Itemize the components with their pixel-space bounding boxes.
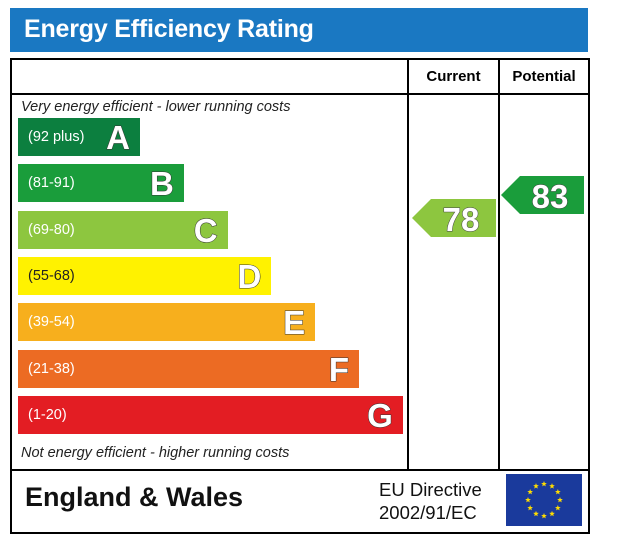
directive-line-2: 2002/91/EC	[379, 502, 477, 523]
title-bar: Energy Efficiency Rating	[10, 8, 588, 52]
band-range: (39-54)	[28, 314, 75, 331]
region-label: England & Wales	[25, 482, 244, 512]
band-letter: E	[283, 304, 306, 342]
current-rating-value: 78	[442, 201, 480, 239]
efficient-note: Very energy efficient - lower running co…	[21, 99, 291, 115]
band-range: (1-20)	[28, 406, 67, 423]
arrow-shape	[501, 176, 584, 214]
band-letter: D	[237, 257, 262, 295]
potential-rating-arrow: 83	[501, 176, 584, 216]
band-e: (39-54) E	[18, 303, 316, 342]
band-range: (55-68)	[28, 267, 75, 284]
footer-divider	[12, 469, 588, 471]
band-letter: C	[193, 211, 218, 249]
eu-star-icon	[557, 497, 563, 503]
band-f: (21-38) F	[18, 349, 359, 388]
header-divider	[12, 93, 588, 95]
band-range: (69-80)	[28, 221, 75, 238]
eu-star-icon	[533, 510, 539, 517]
band-letter: F	[328, 350, 349, 388]
current-column-header: Current	[426, 68, 481, 85]
band-c: (69-80) C	[18, 210, 228, 249]
potential-column-header: Potential	[512, 68, 576, 85]
page-title: Energy Efficiency Rating	[24, 15, 314, 43]
band-range: (81-91)	[28, 175, 75, 192]
eu-star-icon	[555, 489, 561, 495]
band-letter: A	[106, 119, 131, 157]
directive-line-1: EU Directive	[379, 479, 482, 500]
eu-flag-icon	[506, 474, 582, 526]
eu-star-icon	[525, 497, 531, 503]
current-rating-arrow: 78	[412, 199, 496, 239]
eu-star-icon	[527, 489, 533, 495]
band-range: (21-38)	[28, 360, 75, 377]
arrow-shape	[412, 199, 496, 237]
potential-rating-value: 83	[531, 178, 569, 216]
eu-star-icon	[549, 483, 555, 489]
band-a: (92 plus) A	[18, 118, 140, 157]
eu-star-icon	[555, 505, 561, 511]
band-range: (92 plus)	[28, 129, 85, 145]
eu-star-icon	[541, 513, 547, 519]
band-letter: B	[149, 165, 174, 203]
eu-star-icon	[541, 481, 547, 487]
column-divider-potential	[498, 60, 500, 469]
band-d: (55-68) D	[18, 256, 272, 295]
band-letter: G	[367, 396, 394, 434]
band-g: (1-20) G	[18, 395, 403, 434]
inefficient-note: Not energy efficient - higher running co…	[21, 445, 290, 461]
eu-stars	[525, 481, 563, 519]
eu-star-icon	[533, 483, 539, 489]
eu-star-icon	[527, 505, 533, 511]
band-b: (81-91) B	[18, 164, 184, 203]
eu-star-icon	[549, 510, 555, 517]
eu-directive-label: EU Directive 2002/91/EC	[379, 478, 482, 524]
column-divider-current	[407, 60, 409, 469]
rating-table: Current Potential Very energy efficient …	[10, 58, 590, 534]
